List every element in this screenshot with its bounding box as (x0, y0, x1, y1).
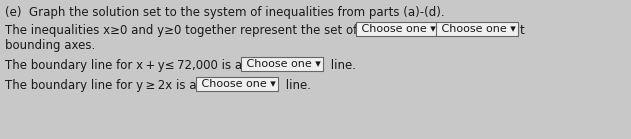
Text: Choose one ▾: Choose one ▾ (198, 79, 276, 89)
Text: Choose one ▾: Choose one ▾ (243, 59, 321, 69)
Text: t: t (520, 24, 525, 37)
Text: The inequalities x≥0 and y≥0 together represent the set of points in qu​adrant: The inequalities x≥0 and y≥0 together re… (5, 24, 474, 37)
Text: Choose one ▾: Choose one ▾ (438, 24, 516, 34)
Text: Choose one ▾: Choose one ▾ (358, 24, 436, 34)
Text: The boundary line for x + y≤ 72,000 is a: The boundary line for x + y≤ 72,000 is a (5, 59, 246, 72)
Text: (e)  Graph the solution set to the system of inequalities from parts (a)-(d).: (e) Graph the solution set to the system… (5, 6, 445, 19)
Text: bounding axes.: bounding axes. (5, 39, 95, 52)
Text: line.: line. (327, 59, 356, 72)
Text: line.: line. (282, 79, 311, 92)
Text: The boundary line for y ≥ 2x is a: The boundary line for y ≥ 2x is a (5, 79, 200, 92)
